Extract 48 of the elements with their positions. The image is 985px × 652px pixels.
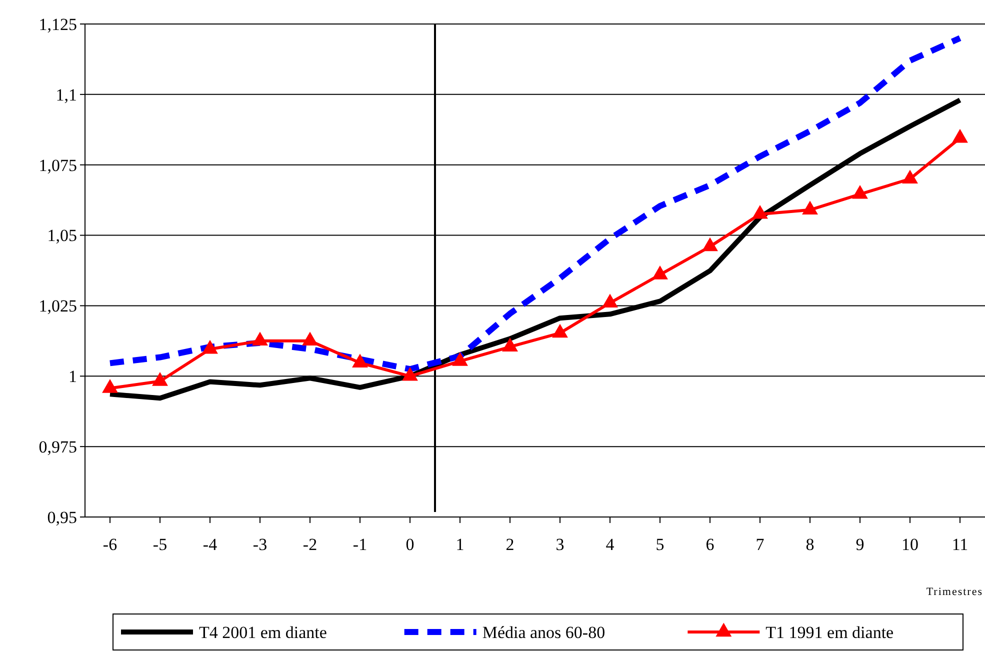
x-tick-label: -6: [102, 535, 118, 554]
legend-label: T1 1991 em diante: [766, 622, 894, 642]
x-tick-label: 7: [756, 535, 765, 554]
point: [902, 170, 918, 184]
y-tick-label: 1,1: [56, 85, 77, 104]
point: [552, 324, 568, 338]
y-tick-label: 1,025: [38, 296, 77, 316]
point: [602, 294, 618, 308]
point: [452, 352, 468, 366]
x-tick-label: 11: [952, 535, 968, 554]
legend-label: T4 2001 em diante: [199, 622, 327, 642]
y-tick-label: 0,975: [38, 438, 77, 457]
point: [102, 379, 118, 393]
x-tick-label: 0: [406, 535, 414, 554]
point: [502, 338, 518, 352]
point: [352, 354, 368, 368]
x-tick-label: -4: [202, 535, 218, 554]
x-tick-label: 8: [806, 535, 814, 554]
legend-label: Média anos 60-80: [482, 622, 606, 642]
point: [752, 204, 768, 219]
y-tick-label: 0,95: [47, 508, 77, 527]
point: [202, 340, 218, 354]
x-tick-label: -1: [352, 535, 368, 554]
point: [252, 332, 268, 346]
x-tick-label: 4: [606, 535, 615, 554]
y-tick-label: 1: [68, 367, 77, 386]
y-tick-label: 1,05: [47, 226, 77, 246]
point: [302, 332, 318, 346]
point: [652, 266, 668, 280]
point: [802, 200, 818, 215]
x-tick-label: -5: [152, 535, 168, 554]
x-tick-label: 5: [656, 535, 664, 554]
y-tick-label: 1,075: [38, 156, 77, 175]
x-axis-title: Trimestres: [926, 586, 983, 598]
x-tick-label: 3: [556, 535, 564, 554]
point: [402, 366, 418, 381]
point: [952, 128, 968, 143]
point: [852, 184, 868, 199]
x-tick-label: 6: [706, 535, 714, 554]
x-tick-label: 10: [902, 535, 918, 554]
point: [702, 237, 718, 252]
x-tick-label: 2: [506, 535, 514, 554]
x-tick-label: 9: [856, 535, 864, 554]
x-tick-label: -2: [302, 535, 318, 554]
y-tick-label: 1,125: [38, 14, 77, 34]
x-tick-label: -3: [252, 535, 268, 554]
x-tick-label: 1: [456, 535, 464, 554]
point: [152, 372, 168, 386]
